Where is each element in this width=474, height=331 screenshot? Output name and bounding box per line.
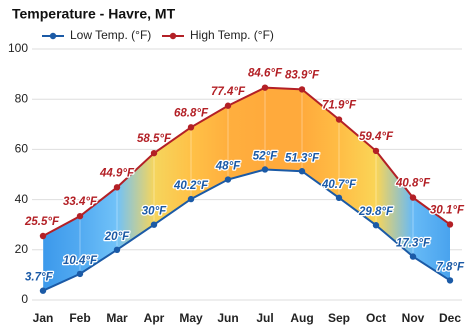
point xyxy=(113,184,121,191)
x-tick-label: May xyxy=(179,311,203,325)
legend-marker xyxy=(169,32,177,40)
y-tick-label: 100 xyxy=(8,41,28,55)
point xyxy=(261,166,269,173)
range-band xyxy=(265,87,302,172)
value-label: 30.1°F xyxy=(430,204,465,216)
value-label: 77.4°F xyxy=(211,86,246,98)
value-label: 71.9°F xyxy=(322,100,357,112)
x-tick-label: Jan xyxy=(33,311,54,325)
x-tick-label: Jul xyxy=(256,311,273,325)
value-label: 30°F xyxy=(142,206,167,218)
range-band xyxy=(80,187,117,274)
y-tick-label: 0 xyxy=(21,292,28,306)
y-tick-label: 60 xyxy=(15,142,29,156)
point xyxy=(409,253,417,260)
point xyxy=(76,270,84,278)
point xyxy=(335,116,343,123)
value-label: 29.8°F xyxy=(358,206,394,218)
chart-title: Temperature - Havre, MT xyxy=(12,6,176,22)
y-tick-label: 20 xyxy=(15,242,29,256)
point xyxy=(372,147,380,155)
x-tick-label: Apr xyxy=(144,311,165,325)
x-tick-label: Nov xyxy=(402,311,425,325)
value-label: 33.4°F xyxy=(63,196,98,208)
x-tick-label: Sep xyxy=(328,311,350,325)
value-label: 52°F xyxy=(253,151,278,163)
legend-label: High Temp. (°F) xyxy=(190,28,274,42)
series-line xyxy=(42,86,451,237)
value-label: 59.4°F xyxy=(359,131,394,143)
point xyxy=(409,194,417,201)
point xyxy=(39,232,47,240)
x-tick-label: Jun xyxy=(217,311,238,325)
value-label: 10.4°F xyxy=(63,255,98,267)
range-band xyxy=(228,87,265,180)
y-tick-label: 40 xyxy=(15,192,29,206)
value-label: 58.5°F xyxy=(137,133,172,145)
range-band xyxy=(117,153,154,250)
y-tick-label: 80 xyxy=(15,91,29,105)
point xyxy=(224,176,232,183)
point xyxy=(39,287,47,294)
point xyxy=(113,246,121,253)
point xyxy=(372,222,380,229)
x-tick-label: Dec xyxy=(439,311,461,325)
point xyxy=(76,212,84,220)
value-label: 7.8°F xyxy=(436,261,465,273)
range-band xyxy=(339,119,376,226)
point xyxy=(187,195,195,203)
range-band xyxy=(191,105,228,200)
value-label: 25.5°F xyxy=(24,216,60,228)
point xyxy=(150,221,158,228)
value-label: 40.2°F xyxy=(173,180,209,192)
x-tick-label: Aug xyxy=(290,311,313,325)
range-band xyxy=(302,89,339,198)
legend-label: Low Temp. (°F) xyxy=(70,28,151,42)
x-tick-label: Oct xyxy=(366,311,386,325)
value-label: 20°F xyxy=(104,231,130,243)
point xyxy=(187,124,195,131)
point xyxy=(335,194,343,202)
value-label: 44.9°F xyxy=(99,167,135,179)
point xyxy=(446,221,454,228)
point xyxy=(261,84,269,91)
point xyxy=(298,168,306,175)
legend-marker xyxy=(49,32,57,40)
value-label: 83.9°F xyxy=(285,69,320,81)
series-line xyxy=(42,168,451,292)
value-label: 3.7°F xyxy=(25,272,54,284)
point xyxy=(298,86,306,93)
range-band xyxy=(154,127,191,225)
value-label: 17.3°F xyxy=(396,238,431,250)
value-label: 40.8°F xyxy=(395,178,431,190)
x-tick-label: Feb xyxy=(69,311,90,325)
value-label: 68.8°F xyxy=(174,107,209,119)
range-band xyxy=(376,150,413,257)
value-label: 51.3°F xyxy=(285,152,320,164)
x-tick-label: Mar xyxy=(106,311,128,325)
point xyxy=(446,277,454,284)
point xyxy=(224,102,232,109)
value-label: 40.7°F xyxy=(321,179,357,191)
point xyxy=(150,149,158,157)
value-label: 48°F xyxy=(215,161,241,173)
range-band xyxy=(43,216,80,291)
value-label: 84.6°F xyxy=(248,68,283,80)
